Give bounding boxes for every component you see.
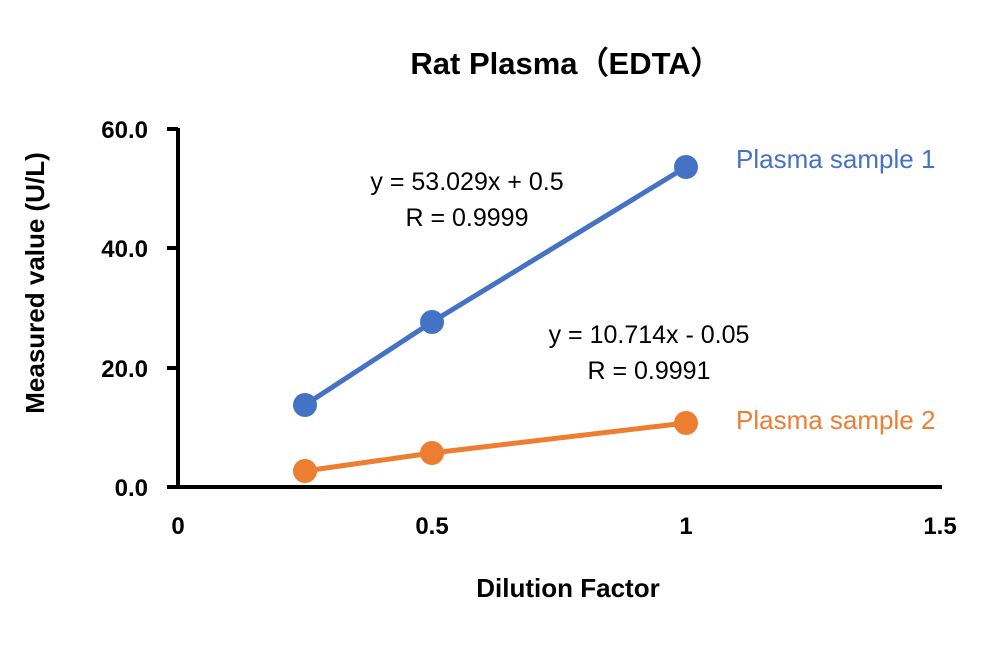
data-point — [420, 441, 444, 465]
data-point — [420, 310, 444, 334]
y-axis-label: Measured value (U/L) — [20, 152, 50, 414]
x-axis-label: Dilution Factor — [476, 573, 659, 603]
trendline-r-1: R = 0.9999 — [405, 204, 528, 232]
data-point — [674, 155, 698, 179]
y-tick-label: 20.0 — [101, 356, 148, 383]
series-plasma-sample-1 — [293, 155, 698, 417]
chart-title: Rat Plasma（EDTA） — [410, 46, 721, 81]
data-point — [293, 459, 317, 483]
y-tick-label: 60.0 — [101, 117, 148, 144]
data-point — [293, 393, 317, 417]
series-plasma-sample-2 — [293, 411, 698, 483]
y-axis: 60.0 40.0 20.0 0.0 — [101, 117, 180, 502]
x-axis: 0 0.5 1 1.5 — [167, 485, 957, 540]
trendline-r-2: R = 0.9991 — [587, 357, 710, 385]
x-tick-label: 0.5 — [415, 513, 448, 540]
trendline-equation-2: y = 10.714x - 0.05 — [549, 321, 750, 349]
x-tick-label: 1.5 — [923, 513, 956, 540]
legend-plasma-sample-2: Plasma sample 2 — [736, 405, 935, 435]
trendline-equation-1: y = 53.029x + 0.5 — [370, 168, 563, 196]
y-tick-label: 40.0 — [101, 236, 148, 263]
legend-plasma-sample-1: Plasma sample 1 — [736, 144, 935, 174]
data-point — [674, 411, 698, 435]
y-tick-label: 0.0 — [115, 475, 148, 502]
x-tick-label: 1 — [679, 513, 692, 540]
x-tick-label: 0 — [171, 513, 184, 540]
